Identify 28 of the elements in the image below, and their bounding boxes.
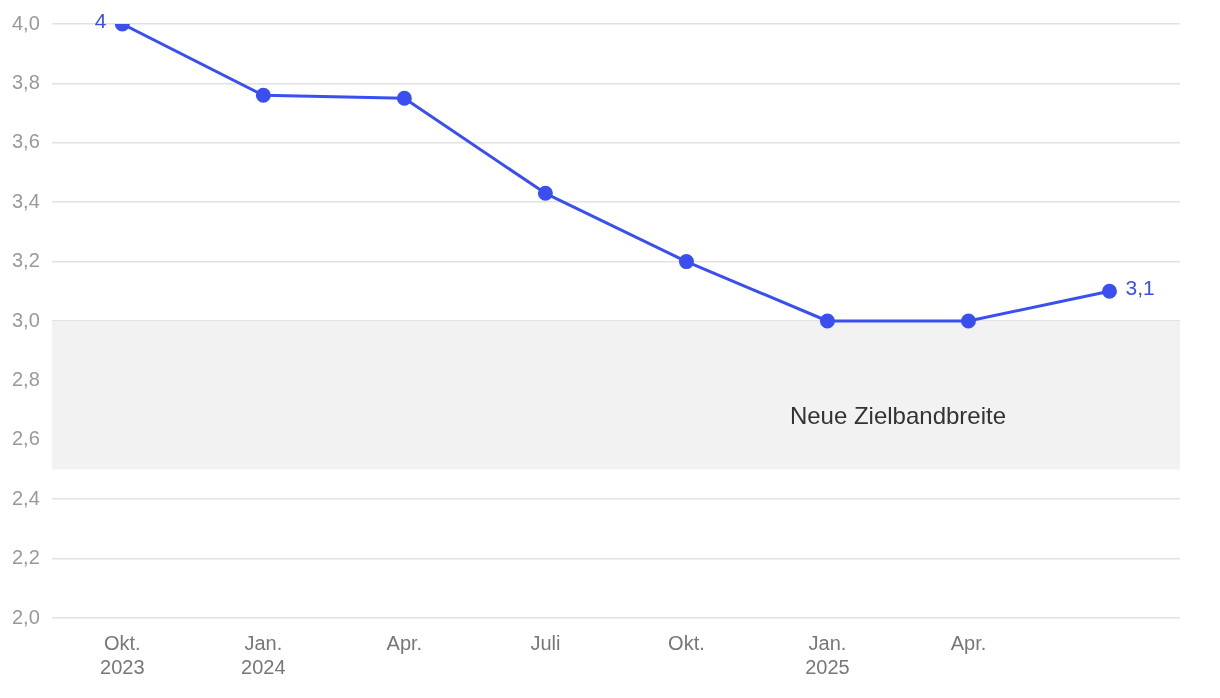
- y-tick-label: 3,8: [11, 70, 40, 93]
- x-tick-label: Jan. 2025: [805, 631, 850, 678]
- y-tick-label: 3,0: [11, 308, 40, 331]
- point: [396, 90, 412, 106]
- y-tick-label: 2,0: [11, 605, 40, 628]
- point: [678, 254, 694, 270]
- x-tick-label: Okt. 2023: [100, 631, 145, 678]
- y-tick-label: 4,0: [11, 11, 40, 34]
- x-tick-label: Juli: [530, 631, 561, 654]
- y-tick-label: 2,6: [11, 427, 40, 450]
- data-label: 4: [94, 8, 107, 32]
- y-tick-label: 2,8: [11, 367, 40, 390]
- point: [1101, 283, 1117, 299]
- x-tick-label: Okt.: [668, 631, 705, 654]
- data-label: 3,1: [1125, 276, 1155, 300]
- point: [537, 185, 553, 201]
- point: [960, 313, 976, 329]
- x-tick-label: Apr.: [950, 631, 987, 654]
- point: [819, 313, 835, 329]
- y-tick-label: 3,6: [11, 130, 40, 153]
- y-tick-label: 2,2: [11, 546, 40, 569]
- y-tick-label: 3,4: [11, 189, 40, 212]
- y-tick-label: 3,2: [11, 249, 40, 272]
- y-tick-label: 2,4: [11, 486, 40, 509]
- x-tick-label: Apr.: [386, 631, 423, 654]
- x-tick-label: Jan. 2024: [241, 631, 286, 678]
- point: [255, 87, 271, 103]
- band-label: Neue Zielbandbreite: [789, 402, 1007, 430]
